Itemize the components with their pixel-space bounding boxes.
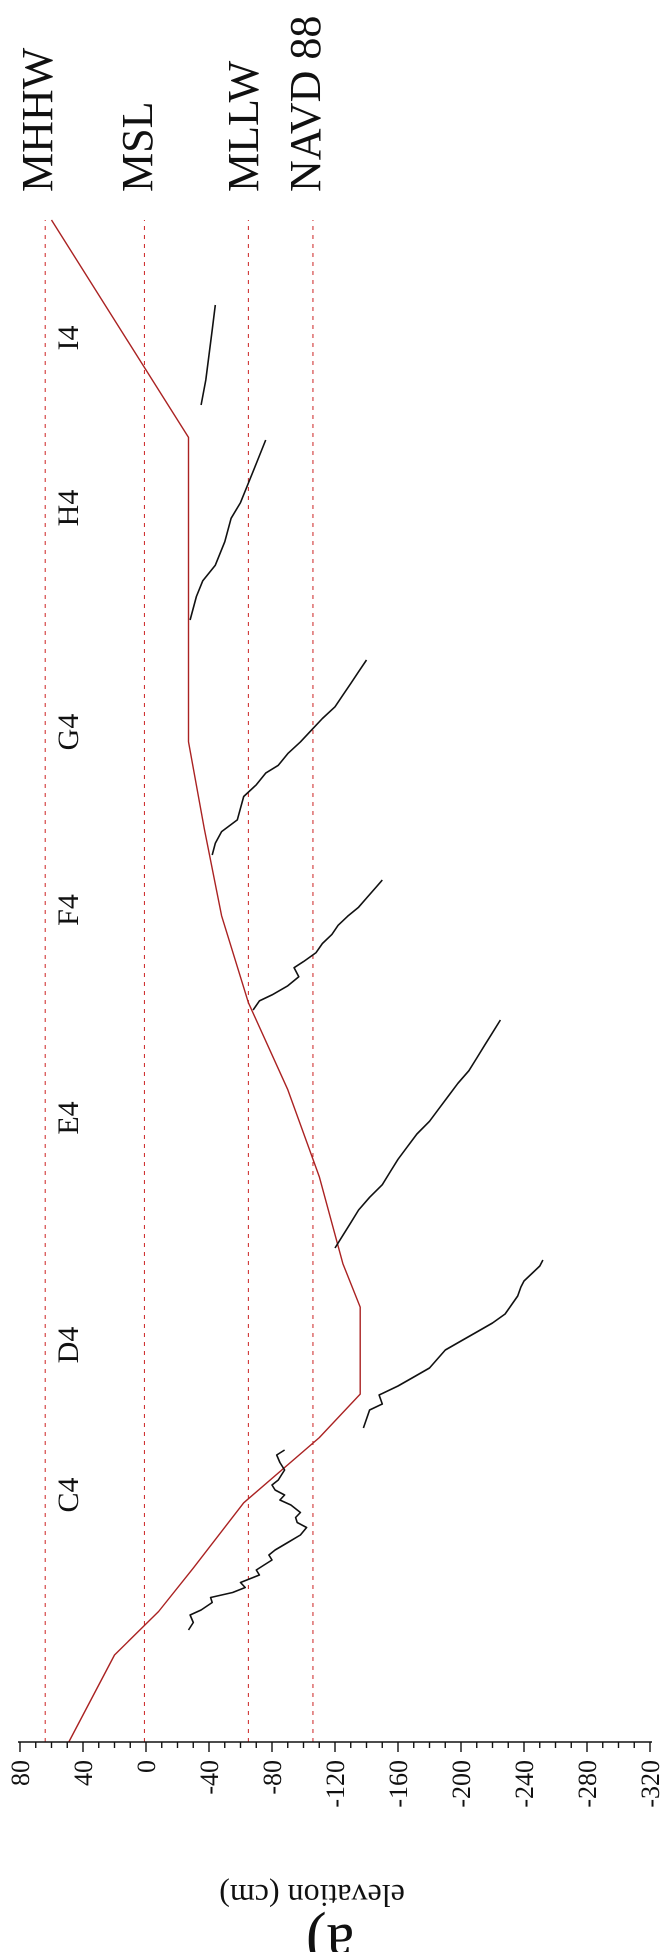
profile-H4: [189, 439, 267, 621]
x-tick-label: -280: [573, 1760, 602, 1808]
reference-label-4: NAVD 88: [281, 16, 330, 192]
profile-E4: [334, 1019, 502, 1249]
transect-label-C4: C4: [52, 1477, 85, 1512]
profile-C4: [187, 1449, 308, 1631]
x-tick-label: -160: [384, 1760, 413, 1808]
reference-label-3: MLLW: [219, 60, 268, 192]
axis-title: elevation (cm): [219, 1878, 405, 1914]
profile-G4: [211, 659, 368, 856]
x-tick-label: 0: [132, 1760, 161, 1773]
x-tick-label: -200: [447, 1760, 476, 1808]
datum-curve-layer: [50, 219, 361, 1743]
text-layer: MHHW MSL MLLW NAVD 88 C4 D4 E4 F4 G4 H4 I4 elevatio…: [13, 16, 405, 1952]
x-tick-label: -320: [636, 1760, 665, 1808]
x-tick-label: -240: [510, 1760, 539, 1808]
panel-label: a): [306, 1911, 354, 1952]
x-tick-label: 40: [69, 1760, 98, 1786]
x-tick-label: 80: [6, 1760, 35, 1786]
reference-label-2: MSL: [113, 102, 162, 192]
transect-label-G4: G4: [52, 714, 85, 751]
profile-F4: [252, 879, 383, 1011]
profiles-layer: [187, 304, 544, 1631]
x-tick-label: -80: [258, 1760, 287, 1795]
axis-layer: 80 40 0 -40 -80 -120 -160 -200 -240 -280 -320: [6, 1741, 665, 1808]
transect-label-E4: E4: [52, 1101, 85, 1134]
transect-label-F4: F4: [52, 894, 85, 926]
reference-lines-layer: [44, 220, 314, 1742]
transect-label-H4: H4: [52, 490, 85, 527]
x-tick-label: -40: [195, 1760, 224, 1795]
transect-label-D4: D4: [52, 1327, 85, 1364]
reference-label-1: MHHW: [13, 47, 62, 192]
profile-D4: [362, 1259, 544, 1429]
transect-label-I4: I4: [52, 326, 85, 351]
datum-curve: [50, 219, 361, 1743]
x-tick-label: -120: [321, 1760, 350, 1808]
profile-I4: [200, 304, 217, 406]
